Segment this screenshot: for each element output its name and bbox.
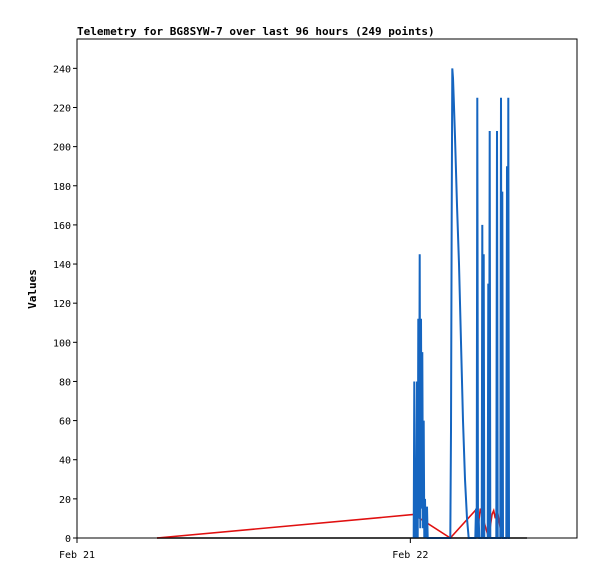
y-tick-label: 120 [53, 299, 71, 310]
y-tick-label: 180 [53, 182, 71, 193]
y-tick-label: 20 [59, 495, 71, 506]
x-tick-label: Feb 21 [59, 550, 95, 561]
y-tick-label: 160 [53, 221, 71, 232]
y-tick-label: 100 [53, 338, 71, 349]
x-axis: Feb 21 Feb 22 [59, 538, 428, 561]
plot-frame [76, 38, 578, 539]
y-tick-label: 240 [53, 64, 71, 75]
y-tick-label: 40 [59, 456, 71, 467]
y-tick-label: 200 [53, 143, 71, 154]
chart-title: Telemetry for BG8SYW-7 over last 96 hour… [77, 25, 435, 38]
y-tick-label: 60 [59, 417, 71, 428]
y-tick-label: 80 [59, 377, 71, 388]
y-tick-label: 220 [53, 103, 71, 114]
y-tick-label: 140 [53, 260, 71, 271]
y-axis: 0 20 40 60 80 100 120 140 160 180 200 220 240 [53, 64, 77, 545]
y-axis-label: Values [26, 269, 39, 309]
y-tick-label: 0 [65, 534, 71, 545]
x-tick-label: Feb 22 [392, 550, 428, 561]
